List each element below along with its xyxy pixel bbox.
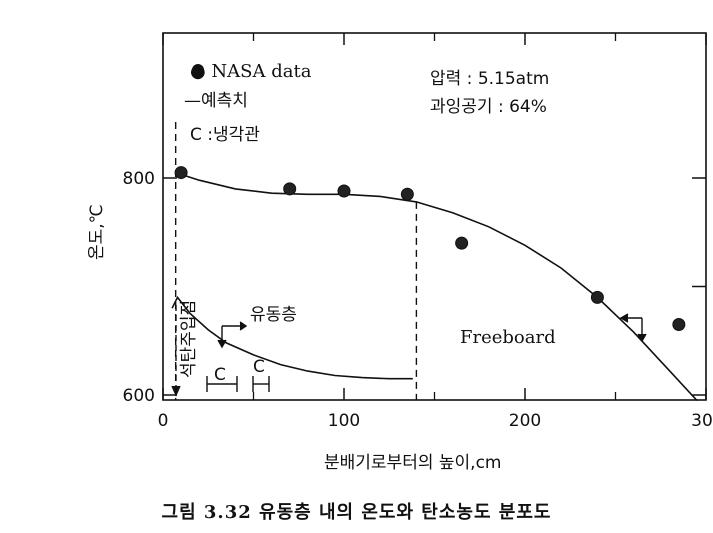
figure-caption: 그림 3.32 유동층 내의 온도와 탄소농도 분포도 — [161, 502, 552, 523]
freeboard-label: Freeboard — [460, 327, 556, 348]
pressure-annotation: 압력 : 5.15atm — [430, 69, 549, 89]
x-tick-label: 200 — [509, 411, 541, 431]
nasa-data-point — [174, 166, 188, 180]
legend-prediction-label: —예측치 — [184, 91, 248, 111]
nasa-data-point — [400, 187, 414, 201]
nasa-data-point — [455, 236, 469, 250]
annotation-arrows — [171, 305, 647, 397]
fluidized-bed-label: 유동층 — [250, 305, 297, 325]
fluidized-bed-line — [171, 295, 413, 380]
x-axis-title: 분배기로부터의 높이,cm — [324, 453, 501, 473]
nasa-data-point — [672, 317, 686, 331]
legend-nasa-label: ● NASA data — [190, 61, 312, 82]
nasa-data-points — [174, 166, 686, 331]
cooling-tube-2-label: C — [253, 357, 265, 377]
y-axis-title: 온도,℃ — [87, 204, 107, 260]
excess-air-annotation: 과잉공기 : 64% — [430, 97, 547, 117]
x-tick-label: 100 — [328, 411, 360, 431]
nasa-data-point — [590, 290, 604, 304]
cooling-tube-1-label: C — [214, 365, 226, 385]
prediction-line — [175, 171, 698, 401]
y-tick-label: 800 — [123, 169, 155, 189]
x-tick-label: 0 — [158, 411, 169, 431]
dashed-markers — [174, 122, 418, 400]
nasa-data-point — [337, 184, 351, 198]
legend-cooling-tube-label: C :냉각관 — [190, 125, 260, 145]
y-tick-label: 600 — [123, 386, 155, 406]
legend-marker — [192, 64, 204, 76]
injection-point-label: 석탄주입점 — [179, 300, 199, 378]
y-axis-ticks: 6008001000 — [123, 169, 706, 406]
x-axis-ticks: 0 100 200 30 — [158, 33, 713, 431]
x-tick-label: 30 — [691, 411, 713, 431]
nasa-data-point — [283, 182, 297, 196]
